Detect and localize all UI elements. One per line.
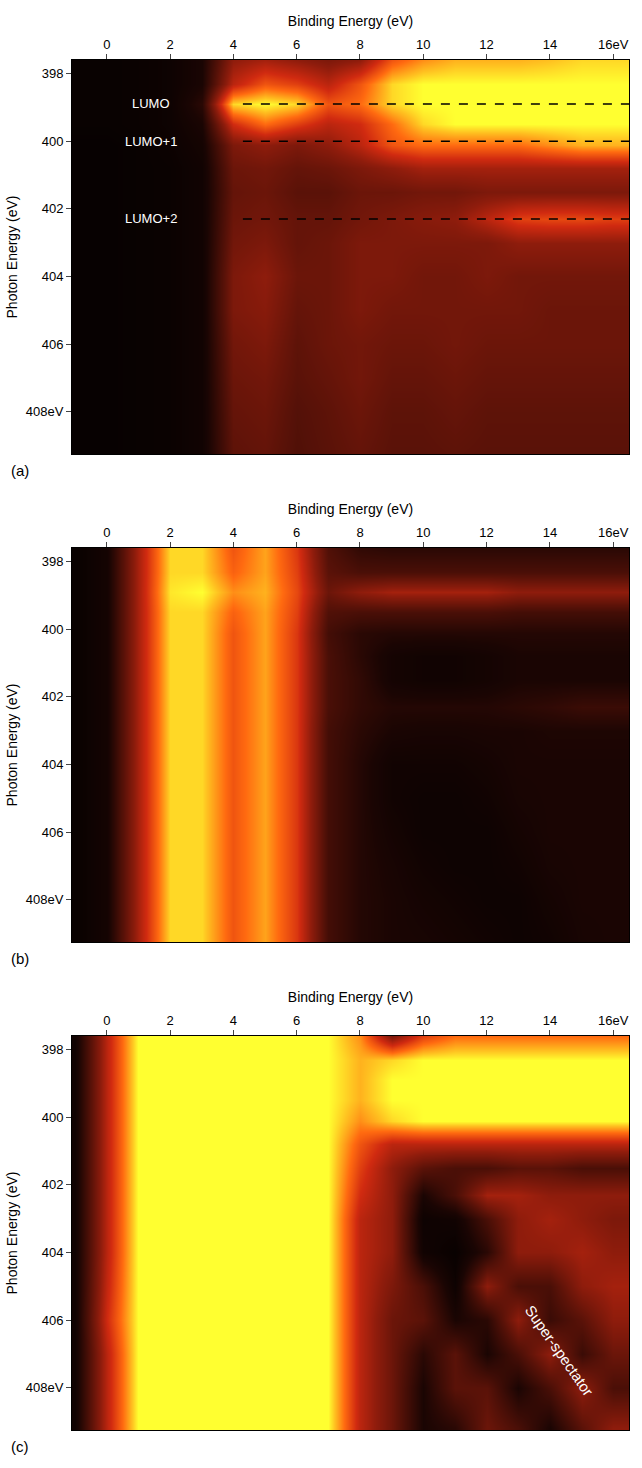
svg-text:6: 6: [293, 525, 300, 540]
svg-text:12: 12: [479, 525, 493, 540]
svg-text:LUMO+1: LUMO+1: [125, 134, 177, 149]
svg-text:400: 400: [42, 134, 64, 149]
svg-text:Photon Energy (eV): Photon Energy (eV): [4, 684, 20, 807]
svg-text:8: 8: [356, 1013, 363, 1028]
svg-text:2: 2: [166, 37, 173, 52]
svg-text:0: 0: [103, 1013, 110, 1028]
svg-text:Photon Energy (eV): Photon Energy (eV): [4, 1172, 20, 1295]
svg-text:398: 398: [42, 66, 64, 81]
svg-text:(c): (c): [11, 1438, 29, 1455]
svg-text:12: 12: [479, 1013, 493, 1028]
svg-text:Binding Energy (eV): Binding Energy (eV): [288, 13, 413, 29]
svg-text:406: 406: [42, 1313, 64, 1328]
svg-text:Binding Energy (eV): Binding Energy (eV): [288, 989, 413, 1005]
svg-text:398: 398: [42, 1042, 64, 1057]
svg-text:402: 402: [42, 1177, 64, 1192]
svg-text:Super-spectator: Super-spectator: [522, 1302, 597, 1399]
svg-text:6: 6: [293, 1013, 300, 1028]
svg-text:404: 404: [42, 269, 64, 284]
svg-text:408eV: 408eV: [26, 1380, 64, 1395]
svg-text:400: 400: [42, 622, 64, 637]
svg-text:398: 398: [42, 554, 64, 569]
svg-text:Photon Energy (eV): Photon Energy (eV): [4, 196, 20, 319]
svg-text:LUMO+2: LUMO+2: [125, 211, 177, 226]
svg-text:400: 400: [42, 1110, 64, 1125]
svg-text:4: 4: [230, 37, 237, 52]
svg-text:402: 402: [42, 201, 64, 216]
svg-text:406: 406: [42, 825, 64, 840]
svg-text:10: 10: [416, 1013, 430, 1028]
svg-text:8: 8: [356, 37, 363, 52]
svg-text:404: 404: [42, 1245, 64, 1260]
svg-text:10: 10: [416, 525, 430, 540]
svg-text:2: 2: [166, 525, 173, 540]
svg-text:14: 14: [543, 1013, 557, 1028]
svg-text:10: 10: [416, 37, 430, 52]
svg-text:12: 12: [479, 37, 493, 52]
svg-text:0: 0: [103, 37, 110, 52]
svg-text:4: 4: [230, 525, 237, 540]
svg-text:0: 0: [103, 525, 110, 540]
svg-text:LUMO: LUMO: [132, 96, 170, 111]
svg-text:4: 4: [230, 1013, 237, 1028]
svg-text:2: 2: [166, 1013, 173, 1028]
svg-text:6: 6: [293, 37, 300, 52]
svg-text:16eV: 16eV: [598, 37, 629, 52]
svg-text:(a): (a): [11, 462, 29, 479]
svg-text:(b): (b): [11, 950, 29, 967]
svg-text:408eV: 408eV: [26, 404, 64, 419]
svg-text:14: 14: [543, 525, 557, 540]
svg-text:16eV: 16eV: [598, 1013, 629, 1028]
svg-text:Binding Energy (eV): Binding Energy (eV): [288, 501, 413, 517]
svg-text:404: 404: [42, 757, 64, 772]
svg-text:16eV: 16eV: [598, 525, 629, 540]
svg-text:408eV: 408eV: [26, 892, 64, 907]
svg-text:14: 14: [543, 37, 557, 52]
svg-text:406: 406: [42, 337, 64, 352]
svg-text:402: 402: [42, 689, 64, 704]
svg-text:8: 8: [356, 525, 363, 540]
